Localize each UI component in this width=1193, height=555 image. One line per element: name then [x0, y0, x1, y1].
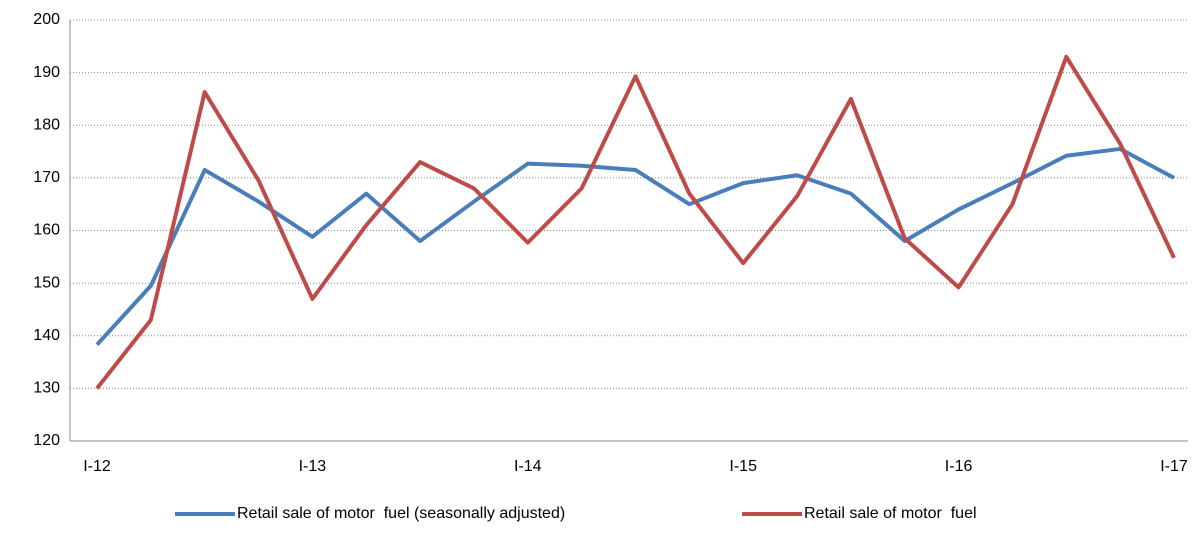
x-tick-label: I-17	[1160, 458, 1188, 475]
legend-label: Retail sale of motor fuel (seasonally ad…	[237, 505, 565, 522]
y-tick-label: 140	[33, 327, 60, 344]
x-tick-label: I-12	[83, 458, 111, 475]
y-tick-label: 200	[33, 11, 60, 28]
x-tick-label: I-16	[945, 458, 973, 475]
y-tick-label: 150	[33, 274, 60, 291]
legend-label: Retail sale of motor fuel	[804, 505, 977, 522]
y-tick-label: 170	[33, 169, 60, 186]
x-tick-label: I-15	[729, 458, 757, 475]
y-tick-label: 190	[33, 64, 60, 81]
series-line	[95, 54, 1176, 390]
y-tick-label: 180	[33, 116, 60, 133]
y-tick-label: 160	[33, 222, 60, 239]
y-tick-label: 120	[33, 432, 60, 449]
series-line	[95, 146, 1175, 347]
y-tick-label: 130	[33, 380, 60, 397]
x-tick-label: I-13	[299, 458, 327, 475]
x-tick-label: I-14	[514, 458, 542, 475]
